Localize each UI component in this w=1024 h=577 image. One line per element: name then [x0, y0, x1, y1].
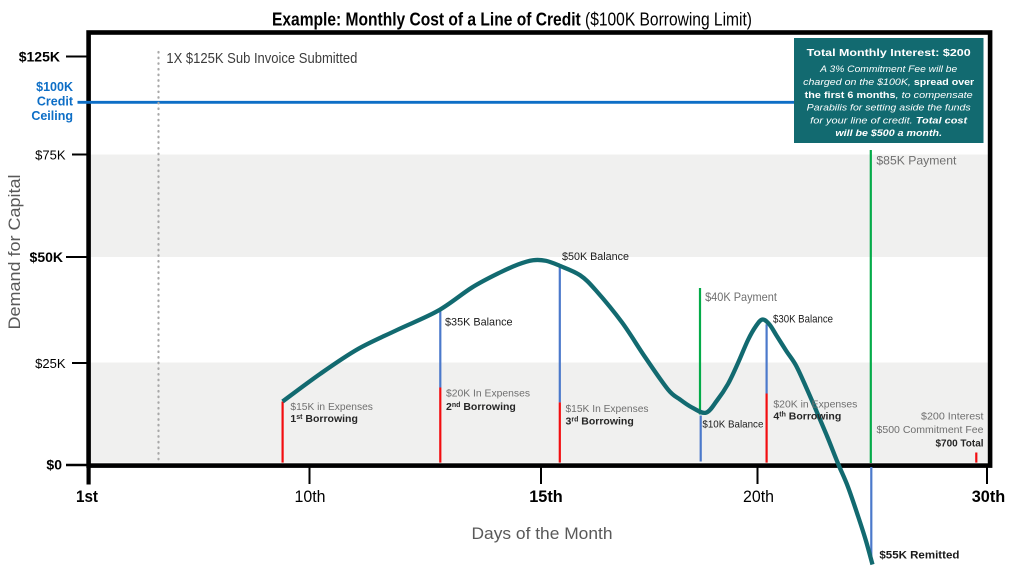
svg-text:15th: 15th: [529, 488, 563, 506]
svg-text:Example: Monthly Cost of a Lin: Example: Monthly Cost of a Line of Credi…: [272, 10, 752, 30]
svg-text:$25K: $25K: [35, 356, 66, 371]
svg-text:$30K Balance: $30K Balance: [773, 314, 833, 326]
svg-text:$75K: $75K: [35, 148, 66, 163]
svg-text:$85K Payment: $85K Payment: [876, 154, 957, 168]
svg-text:$0: $0: [46, 457, 62, 473]
svg-text:Demand for Capital: Demand for Capital: [5, 175, 24, 330]
svg-text:$500 Commitment Fee: $500 Commitment Fee: [877, 424, 984, 436]
svg-text:2nd Borrowing: 2nd Borrowing: [446, 401, 516, 413]
svg-text:10th: 10th: [295, 488, 326, 506]
svg-text:$50K Balance: $50K Balance: [562, 251, 629, 263]
svg-text:1X $125K Sub Invoice Submitted: 1X $125K Sub Invoice Submitted: [166, 50, 357, 67]
svg-text:1st: 1st: [76, 488, 98, 506]
svg-text:for your line of credit. Total: for your line of credit. Total cost: [810, 115, 968, 126]
svg-text:$200 Interest: $200 Interest: [921, 411, 984, 423]
svg-text:Parabilis for setting aside th: Parabilis for setting aside the funds: [807, 103, 971, 114]
svg-text:20th: 20th: [743, 488, 774, 506]
svg-text:4th Borrowing: 4th Borrowing: [773, 411, 841, 423]
svg-text:$100K: $100K: [36, 80, 73, 94]
svg-text:Credit: Credit: [37, 95, 74, 109]
svg-text:Total Monthly Interest: $200: Total Monthly Interest: $200: [807, 47, 971, 59]
svg-text:$15K in Expenses: $15K in Expenses: [290, 402, 373, 413]
svg-text:will be $500 a month.: will be $500 a month.: [835, 128, 942, 139]
svg-text:Ceiling: Ceiling: [31, 109, 73, 123]
svg-text:3rd Borrowing: 3rd Borrowing: [566, 416, 634, 428]
svg-text:$10K Balance: $10K Balance: [702, 419, 763, 431]
svg-text:$40K Payment: $40K Payment: [705, 290, 777, 304]
svg-text:$35K Balance: $35K Balance: [445, 317, 513, 329]
svg-text:$700 Total: $700 Total: [936, 438, 984, 450]
svg-text:$20K in Expenses: $20K in Expenses: [773, 400, 857, 411]
svg-text:A 3% Commitment Fee will be: A 3% Commitment Fee will be: [819, 64, 957, 75]
svg-text:$125K: $125K: [19, 49, 60, 65]
svg-text:$20K In Expenses: $20K In Expenses: [446, 389, 530, 400]
svg-text:$55K Remitted: $55K Remitted: [879, 550, 959, 562]
svg-text:charged on the $100K, spread o: charged on the $100K, spread over: [803, 77, 974, 88]
svg-text:30th: 30th: [972, 488, 1006, 506]
svg-text:Days of the Month: Days of the Month: [472, 524, 613, 543]
svg-text:$50K: $50K: [30, 249, 63, 265]
svg-text:1st Borrowing: 1st Borrowing: [290, 413, 358, 425]
svg-text:the first 6 months, to compens: the first 6 months, to compensate: [805, 90, 973, 101]
svg-text:$15K In Expenses: $15K In Expenses: [566, 404, 649, 415]
